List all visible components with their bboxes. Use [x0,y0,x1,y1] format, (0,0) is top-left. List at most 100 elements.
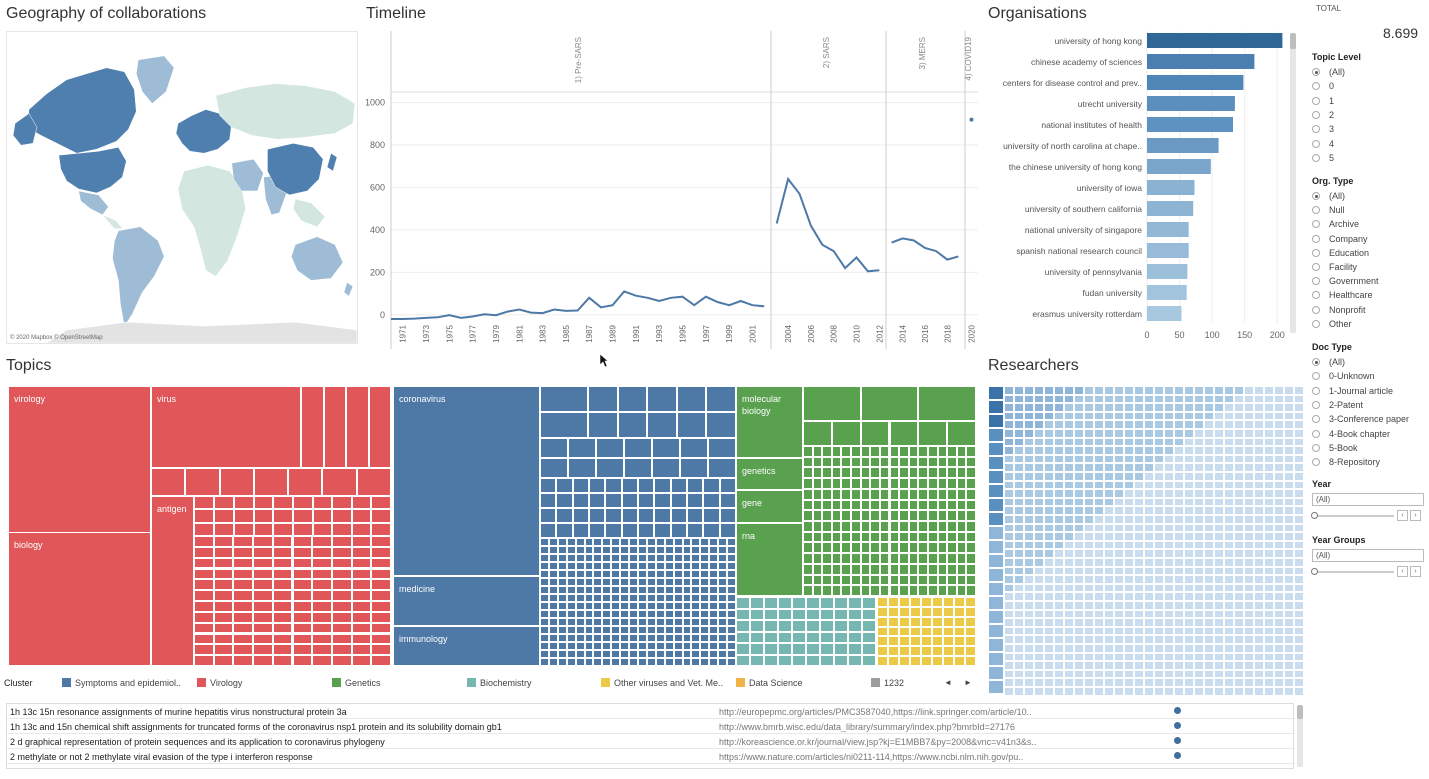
researcher-cell[interactable] [1184,558,1194,567]
treemap-subcell[interactable] [253,536,273,547]
researcher-cell[interactable] [1204,506,1214,515]
treemap-subcell[interactable] [584,610,594,618]
researcher-cell[interactable] [1144,635,1154,644]
treemap-subcell[interactable] [889,478,900,489]
researcher-cell[interactable] [988,610,1004,624]
treemap-subcell[interactable] [841,574,852,586]
researcher-cell[interactable] [1004,437,1014,447]
researcher-cell[interactable] [1004,626,1014,636]
researcher-cell[interactable] [1154,523,1164,533]
researcher-cell[interactable] [1234,472,1244,481]
treemap-subcell[interactable] [831,488,842,500]
researcher-cell[interactable] [1004,411,1014,421]
researcher-cell[interactable] [1284,429,1294,438]
researcher-cell[interactable] [1044,472,1054,481]
documents-scrollbar[interactable] [1297,705,1303,767]
table-row[interactable]: 2 d graphical representation of protein … [7,734,1295,749]
researcher-cell[interactable] [1014,480,1024,490]
researcher-cell[interactable] [1254,411,1264,421]
researcher-cell[interactable] [1254,540,1264,550]
treemap-subcell[interactable] [927,553,938,564]
treemap-subcell[interactable] [889,488,900,500]
researcher-cell[interactable] [1004,523,1014,533]
researcher-cell[interactable] [1234,592,1244,601]
treemap-subcell[interactable] [910,636,921,647]
treemap-subcell[interactable] [620,634,630,642]
treemap-subcell[interactable] [700,570,710,578]
researcher-cell[interactable] [1144,618,1154,627]
researcher-cell[interactable] [1214,472,1224,481]
treemap-subcell[interactable] [292,496,313,510]
treemap-subcell[interactable] [719,508,736,523]
treemap-subcell[interactable] [965,616,976,627]
researcher-cell[interactable] [1074,446,1084,455]
researcher-cell[interactable] [1134,583,1144,593]
researcher-cell[interactable] [1254,601,1264,610]
treemap-subcell[interactable] [778,643,792,655]
researcher-cell[interactable] [1204,618,1214,627]
researcher-cell[interactable] [1254,618,1264,627]
treemap-subcell[interactable] [557,602,567,610]
researcher-cell[interactable] [1014,497,1024,507]
treemap-subcell[interactable] [589,523,606,538]
treemap-subcell[interactable] [918,531,928,543]
treemap-subcell[interactable] [575,642,585,650]
researcher-cell[interactable] [1064,472,1074,481]
treemap-subcell[interactable] [691,546,701,554]
researcher-cell[interactable] [1294,420,1304,429]
researcher-cell[interactable] [1164,609,1174,619]
researcher-cell[interactable] [1074,532,1084,541]
researcher-cell[interactable] [1074,558,1084,567]
treemap-subcell[interactable] [233,536,254,547]
map-region-japan[interactable] [326,152,338,172]
researcher-cell[interactable] [1014,549,1024,558]
researcher-cell[interactable] [1024,549,1034,558]
researcher-cell[interactable] [1164,472,1174,481]
researcher-cell[interactable] [988,456,1004,470]
treemap-subcell[interactable] [937,446,948,457]
treemap-subcell[interactable] [629,538,638,546]
researcher-cell[interactable] [1234,549,1244,558]
treemap-subcell[interactable] [879,542,890,554]
filter-option-doc-type[interactable]: 8-Repository [1312,457,1380,467]
treemap-subcell[interactable] [848,654,862,666]
researcher-cell[interactable] [1034,472,1044,481]
researcher-cell[interactable] [1284,454,1294,464]
researcher-cell[interactable] [1004,652,1014,662]
researcher-cell[interactable] [1214,437,1224,447]
researcher-cell[interactable] [1244,463,1254,472]
researcher-cell[interactable] [1234,523,1244,533]
treemap-subcell[interactable] [718,642,728,650]
researcher-cell[interactable] [1094,472,1104,481]
researcher-cell[interactable] [1024,429,1034,438]
researcher-cell[interactable] [1144,532,1154,541]
treemap-subcell[interactable] [879,563,890,575]
researcher-cell[interactable] [1154,626,1164,636]
treemap-subcell[interactable] [932,616,943,627]
researcher-cell[interactable] [1154,437,1164,447]
treemap-subcell[interactable] [691,586,701,594]
researcher-cell[interactable] [1164,558,1174,567]
researcher-cell[interactable] [1124,403,1134,412]
researcher-cell[interactable] [1214,532,1224,541]
researcher-cell[interactable] [1274,480,1284,490]
researcher-cell[interactable] [1024,515,1034,524]
researcher-cell[interactable] [1144,411,1154,421]
researcher-cell[interactable] [1194,678,1204,687]
treemap-subcell[interactable] [691,650,701,658]
treemap-subcell[interactable] [194,601,214,612]
treemap-subcell[interactable] [351,568,372,580]
treemap-subcell[interactable] [806,608,820,620]
researcher-cell[interactable] [1214,446,1224,455]
researcher-cell[interactable] [1124,592,1134,601]
researcher-cell[interactable] [1174,523,1184,533]
researcher-cell[interactable] [1244,394,1254,404]
researcher-cell[interactable] [1294,386,1304,395]
treemap-subcell[interactable] [718,634,728,642]
researcher-cell[interactable] [1294,515,1304,524]
treemap-subcell[interactable] [273,496,293,510]
researcher-cell[interactable] [1204,635,1214,644]
researcher-cell[interactable] [1264,429,1274,438]
researcher-cell[interactable] [1144,515,1154,524]
researcher-cell[interactable] [1134,575,1144,584]
